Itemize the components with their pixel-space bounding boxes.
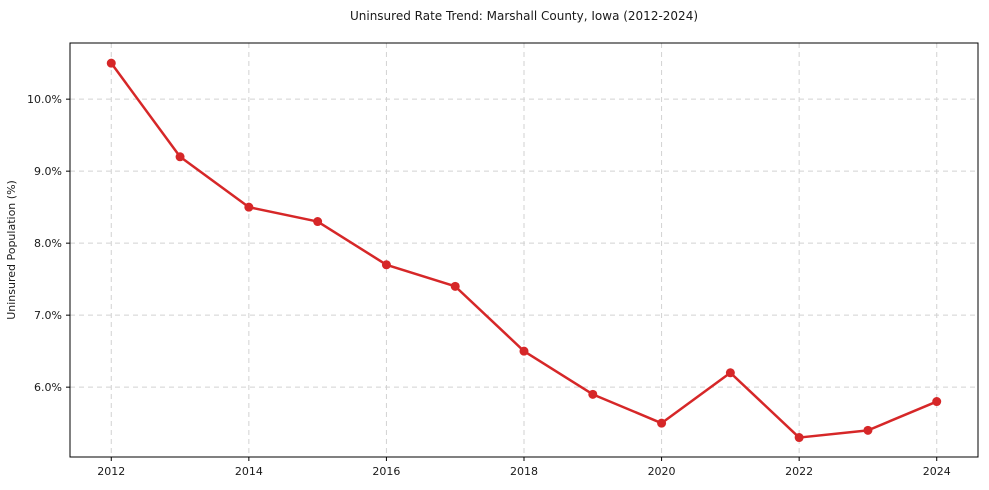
data-point-2022 (794, 433, 804, 443)
data-point-2016 (381, 260, 391, 270)
x-tick-label: 2022 (785, 465, 813, 478)
x-tick-label: 2018 (510, 465, 538, 478)
data-point-2021 (725, 368, 735, 378)
data-point-2012 (106, 58, 116, 68)
data-point-2019 (588, 389, 598, 399)
y-axis-label: Uninsured Population (%) (5, 180, 18, 320)
data-point-2020 (657, 418, 667, 428)
x-tick-label: 2016 (372, 465, 400, 478)
data-point-2013 (175, 152, 185, 162)
y-tick-label: 10.0% (27, 93, 62, 106)
x-tick-label: 2024 (923, 465, 951, 478)
y-tick-label: 8.0% (34, 237, 62, 250)
grid-layer (70, 43, 978, 457)
x-tick-label: 2020 (648, 465, 676, 478)
data-point-2018 (519, 346, 529, 356)
y-tick-label: 6.0% (34, 381, 62, 394)
data-point-2015 (313, 217, 323, 227)
chart-title: Uninsured Rate Trend: Marshall County, I… (350, 9, 698, 23)
x-tick-label: 2012 (97, 465, 125, 478)
axis-layer: 2012 2014 2016 2018 2020 2022 2024 6.0% 7.0% 8.0%… (27, 42, 979, 478)
y-tick-label: 7.0% (34, 309, 62, 322)
y-tick-label: 9.0% (34, 165, 62, 178)
x-tick-label: 2014 (235, 465, 263, 478)
data-point-2023 (863, 425, 873, 435)
data-point-2017 (450, 281, 460, 291)
series-layer (106, 58, 942, 443)
data-point-2024 (932, 397, 942, 407)
data-point-2014 (244, 202, 254, 212)
